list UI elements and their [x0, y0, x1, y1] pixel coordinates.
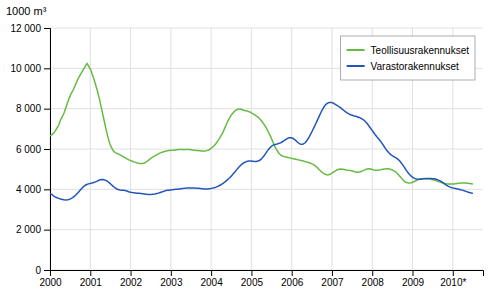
x-tick-label: 2000 — [39, 277, 62, 288]
x-tick: 2007 — [321, 270, 344, 288]
legend-item: Varastorakennukset — [347, 61, 459, 72]
y-tick: 4 000 — [16, 184, 50, 195]
legend-label: Teollisuusrakennukset — [371, 45, 470, 56]
legend-swatch — [347, 49, 365, 51]
y-tick-label: 0 — [35, 265, 41, 276]
legend-label: Varastorakennukset — [371, 61, 459, 72]
x-tick-label: 2008 — [362, 277, 385, 288]
x-tick-mark — [292, 270, 293, 276]
legend: Teollisuusrakennukset Varastorakennukset — [341, 36, 475, 80]
x-tick-label: 2007 — [321, 277, 344, 288]
plot-area: 2000 2001 2002 2003 2004 2005 2006 2007 2008 2009… — [10, 23, 483, 288]
x-tick: 2000 — [39, 270, 62, 288]
x-axis: 2000 2001 2002 2003 2004 2005 2006 2007 2008 2009… — [39, 270, 483, 288]
series-line — [50, 63, 473, 184]
x-tick-label: 2002 — [120, 277, 143, 288]
y-tick-mark — [44, 270, 50, 271]
y-tick-mark — [44, 189, 50, 190]
x-tick: 2004 — [200, 270, 223, 288]
series-lines — [50, 63, 473, 200]
y-grid-line — [50, 108, 483, 109]
y-axis-label: 1000 m³ — [6, 5, 47, 17]
x-tick-label: 2004 — [200, 277, 223, 288]
y-tick: 6 000 — [16, 144, 50, 155]
y-tick: 8 000 — [16, 103, 50, 114]
x-tick-mark — [453, 270, 454, 276]
y-tick-mark — [44, 28, 50, 29]
x-tick: 2010* — [440, 270, 466, 288]
x-tick-mark — [90, 270, 91, 276]
y-tick-label: 6 000 — [16, 144, 41, 155]
legend-item: Teollisuusrakennukset — [347, 45, 470, 56]
y-grid-line — [50, 149, 483, 150]
chart: 2000 2001 2002 2003 2004 2005 2006 2007 2008 2009… — [0, 0, 497, 294]
y-tick-mark — [44, 68, 50, 69]
y-tick: 12 000 — [10, 23, 50, 34]
y-tick: 0 — [35, 265, 50, 276]
y-tick-mark — [44, 149, 50, 150]
x-tick: 2009 — [402, 270, 425, 288]
series-line — [50, 102, 473, 200]
grid — [50, 28, 483, 270]
x-tick-mark — [131, 270, 132, 276]
x-tick: 2001 — [80, 270, 103, 288]
y-axis: 0 2 000 4 000 6 000 8 000 10 000 12 000 — [10, 23, 50, 276]
y-axis-line — [44, 29, 51, 271]
y-tick: 10 000 — [10, 63, 50, 74]
y-grid-line — [50, 189, 483, 190]
y-tick-label: 8 000 — [16, 103, 41, 114]
x-tick-mark — [413, 270, 414, 276]
y-tick-label: 12 000 — [10, 23, 41, 34]
x-tick: 2008 — [362, 270, 385, 288]
y-tick-mark — [44, 109, 50, 110]
y-tick-label: 2 000 — [16, 224, 41, 235]
x-axis-line — [51, 271, 484, 277]
x-tick: 2005 — [241, 270, 264, 288]
y-tick-mark — [44, 230, 50, 231]
x-tick-mark — [332, 270, 333, 276]
x-tick: 2003 — [160, 270, 183, 288]
x-tick-label: 2001 — [80, 277, 103, 288]
chart-container: 2000 2001 2002 2003 2004 2005 2006 2007 2008 2009… — [0, 0, 497, 294]
y-grid-line — [50, 28, 483, 29]
x-tick: 2002 — [120, 270, 143, 288]
x-tick-mark — [251, 270, 252, 276]
x-tick-mark — [211, 270, 212, 276]
x-tick-mark — [372, 270, 373, 276]
x-tick-mark — [171, 270, 172, 276]
y-tick: 2 000 — [16, 224, 50, 235]
x-tick: 2006 — [281, 270, 304, 288]
x-tick-label: 2003 — [160, 277, 183, 288]
y-tick-label: 4 000 — [16, 184, 41, 195]
x-tick-label: 2006 — [281, 277, 304, 288]
y-tick-label: 10 000 — [10, 63, 41, 74]
legend-box — [341, 36, 475, 80]
x-tick-label: 2005 — [241, 277, 264, 288]
y-grid-line — [50, 229, 483, 230]
legend-swatch — [347, 65, 365, 67]
x-tick-label: 2009 — [402, 277, 425, 288]
x-tick-label: 2010* — [440, 277, 466, 288]
